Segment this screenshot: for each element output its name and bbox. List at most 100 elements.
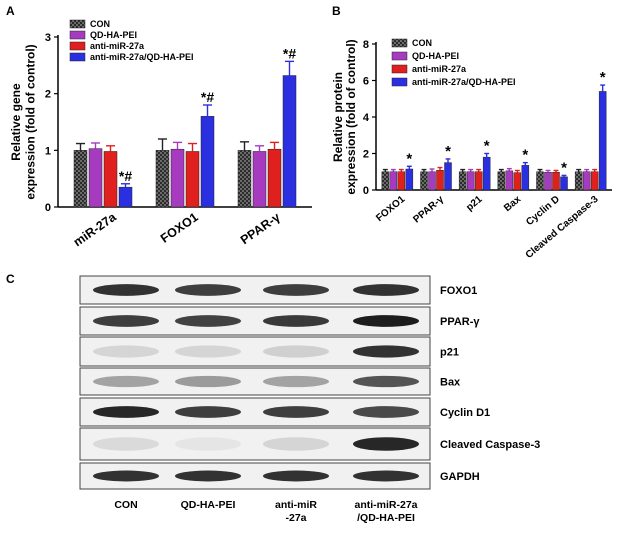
- panel-letter: B: [332, 4, 341, 18]
- bar: [155, 150, 170, 208]
- blot-band: [93, 470, 159, 482]
- bar: [397, 171, 406, 191]
- legend-swatch: [69, 41, 86, 51]
- bar: [237, 150, 252, 208]
- y-axis-title: Relative proteinexpression (fold of cont…: [331, 39, 358, 194]
- bar: [436, 170, 444, 191]
- blot-band: [175, 470, 241, 482]
- blot-band: [263, 375, 329, 388]
- bar: [513, 172, 522, 191]
- x-tick-label: FOXO1: [158, 210, 201, 246]
- blot-band: [263, 406, 329, 418]
- protein-label: Cyclin D1: [440, 407, 490, 419]
- blot-band: [93, 406, 159, 418]
- legend-swatch: [391, 38, 408, 48]
- y-tick-label: 0: [363, 185, 369, 197]
- y-axis-title-line: expression (fold of control): [344, 39, 358, 194]
- legend-swatch: [391, 64, 408, 74]
- bar: [381, 171, 390, 191]
- legend-swatch: [69, 19, 86, 29]
- protein-label: p21: [440, 347, 459, 359]
- x-tick-label: Bax: [502, 194, 523, 215]
- bar: [536, 171, 544, 191]
- legend-label: anti-miR-27a/QD-HA-PEI: [412, 77, 516, 87]
- lane-label: anti-miR-27a: [354, 499, 417, 511]
- legend-label: CON: [90, 19, 110, 29]
- x-tick-label: FOXO1: [374, 194, 407, 224]
- bar: [552, 172, 560, 191]
- legend-swatch: [391, 77, 408, 87]
- x-tick-label: miR-27a: [71, 209, 120, 249]
- bar: [482, 156, 491, 191]
- legend-swatch: [69, 52, 86, 62]
- blot-band: [175, 437, 241, 451]
- bar: [444, 162, 452, 191]
- blot-band: [263, 345, 329, 358]
- bar: [521, 165, 530, 191]
- significance-label: *: [484, 138, 490, 155]
- significance-label: *: [561, 159, 567, 176]
- y-axis-title-line: Relative gene: [9, 83, 23, 161]
- blot-band: [353, 284, 419, 296]
- significance-label: *#: [119, 168, 132, 184]
- bar: [170, 148, 185, 208]
- bar: [420, 171, 428, 191]
- blot-band: [175, 315, 241, 327]
- bar: [497, 171, 506, 191]
- blot-band: [93, 437, 159, 451]
- legend-label: anti-miR-27a/QD-HA-PEI: [90, 52, 194, 62]
- y-tick-label: 4: [363, 112, 370, 124]
- lane-label: QD-HA-PEI: [181, 499, 236, 511]
- bar: [598, 91, 607, 191]
- blot-band: [263, 470, 329, 482]
- blot-band: [263, 284, 329, 296]
- significance-label: *#: [201, 89, 214, 105]
- bar: [252, 151, 267, 208]
- blot-band: [175, 406, 241, 418]
- y-tick-label: 2: [363, 149, 369, 161]
- legend-label: QD-HA-PEI: [412, 51, 459, 61]
- chart-a: A 0 1 2 3 Relative geneexpression (fold of co…: [6, 4, 312, 249]
- chart-b: B 0 2 4 6 8 Relative proteinexpression (fold o…: [331, 4, 612, 261]
- blot-band: [263, 315, 329, 327]
- bar: [73, 150, 88, 208]
- y-axis-title-line: Relative protein: [331, 72, 345, 162]
- legend-swatch: [391, 51, 408, 61]
- panel-letter: C: [6, 272, 15, 286]
- bar: [428, 171, 436, 191]
- blot-band: [93, 375, 159, 388]
- bar: [560, 176, 568, 191]
- bar: [590, 171, 599, 191]
- protein-label: FOXO1: [440, 285, 477, 297]
- lane-label: -27a: [285, 512, 306, 524]
- lane-label: anti-miR: [275, 499, 317, 511]
- bar: [103, 151, 118, 208]
- blot-band: [353, 345, 419, 358]
- blot-band: [175, 284, 241, 296]
- western-blot-c: C FOXO1 PPAR-γ p21 Bax Cyclin D1 Cleaved Caspa…: [6, 272, 540, 524]
- legend-label: anti-miR-27a: [412, 64, 467, 74]
- bar: [118, 186, 133, 208]
- y-tick-label: 3: [45, 32, 51, 44]
- x-tick-label: Cyclin D: [524, 194, 562, 228]
- panel-letter: A: [6, 4, 15, 18]
- protein-label: Bax: [440, 377, 461, 389]
- bar: [267, 148, 282, 208]
- blot-band: [353, 437, 419, 451]
- blot-band: [263, 437, 329, 451]
- lane-label: /QD-HA-PEI: [357, 512, 415, 524]
- blot-band: [93, 315, 159, 327]
- legend-swatch: [69, 30, 86, 40]
- y-tick-label: 1: [45, 145, 51, 157]
- blot-band: [175, 345, 241, 358]
- blot-band: [353, 406, 419, 418]
- significance-label: *: [522, 147, 528, 164]
- bar: [389, 171, 398, 191]
- bar: [544, 172, 552, 191]
- bar: [185, 151, 200, 208]
- legend-label: QD-HA-PEI: [90, 30, 137, 40]
- bar: [88, 148, 103, 208]
- protein-label: GAPDH: [440, 471, 480, 483]
- blot-band: [353, 375, 419, 388]
- bar: [574, 171, 583, 191]
